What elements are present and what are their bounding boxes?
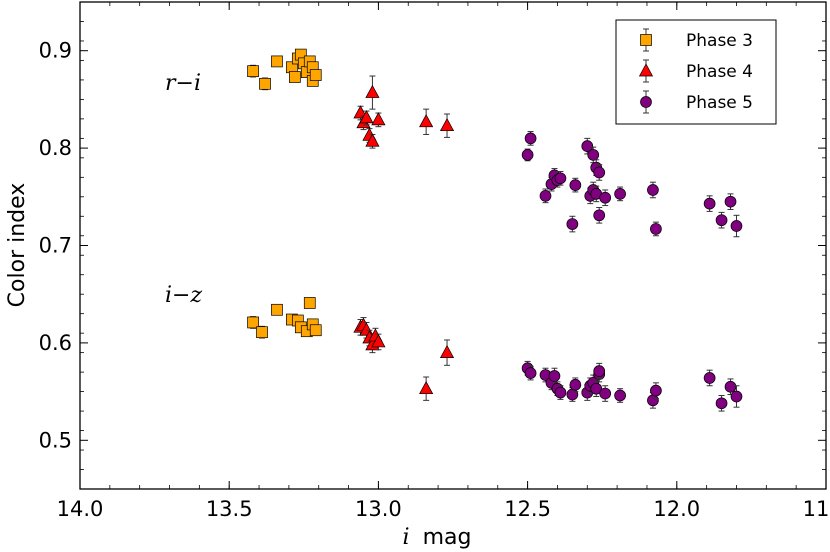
data-point-phase-4 xyxy=(365,84,380,98)
data-point-phase-3 xyxy=(309,69,322,81)
legend-entry-phase-5: Phase 5 xyxy=(640,90,753,114)
axis-tick-labels: 14.0 13.5 13.0 12.5 12.0 11.5 0.5 0.6 0.7 0.8 0.9 xyxy=(39,39,830,521)
data-point-phase-5 xyxy=(521,149,534,161)
legend-entry-phase-3: Phase 3 xyxy=(640,28,753,52)
data-point-phase-3 xyxy=(309,324,322,337)
data-point-phase-5 xyxy=(724,195,737,208)
data-point-phase-3 xyxy=(247,65,259,78)
data-point-phase-4 xyxy=(419,380,434,395)
series-phase-4 xyxy=(353,75,455,401)
legend: Phase 3 Phase 4 Phase 5 xyxy=(615,19,777,125)
data-point-phase-5 xyxy=(650,223,662,235)
data-point-phase-4 xyxy=(365,133,380,147)
data-point-phase-3 xyxy=(271,303,283,316)
data-point-phase-4 xyxy=(371,112,386,126)
data-point-phase-4 xyxy=(419,114,434,128)
annotation-r-minus-i: r−i xyxy=(165,71,201,96)
data-point-phase-5 xyxy=(590,382,603,395)
data-point-phase-5 xyxy=(703,372,716,384)
data-point-phase-5 xyxy=(593,209,606,222)
x-tick-label: 14.0 xyxy=(57,497,104,521)
data-point-phase-3 xyxy=(256,326,268,339)
x-tick-label: 12.0 xyxy=(653,497,700,521)
legend-marker-phase-4 xyxy=(638,63,654,77)
data-point-phase-5 xyxy=(524,367,537,379)
data-point-phase-5 xyxy=(587,149,600,161)
data-point-phase-3 xyxy=(288,71,301,83)
x-tick-label: 12.5 xyxy=(504,497,551,521)
data-point-phase-4 xyxy=(439,344,455,358)
data-point-phase-5 xyxy=(715,214,728,227)
x-tick-label: 13.0 xyxy=(355,497,402,521)
data-point-phase-4 xyxy=(371,334,386,348)
data-point-phase-5 xyxy=(647,184,659,196)
data-point-phase-5 xyxy=(566,388,579,401)
y-tick-label: 0.7 xyxy=(39,234,72,258)
y-tick-label: 0.6 xyxy=(39,331,72,355)
y-axis-title: Color index xyxy=(5,183,30,308)
legend-label-phase-3: Phase 3 xyxy=(686,31,753,51)
x-axis-title-italic: i xyxy=(403,525,410,550)
data-point-phase-4 xyxy=(359,110,374,124)
data-point-phase-5 xyxy=(703,197,716,210)
legend-marker-phase-3 xyxy=(640,34,652,46)
data-point-phase-5 xyxy=(524,132,537,145)
data-point-phase-5 xyxy=(614,389,626,402)
legend-label-phase-4: Phase 4 xyxy=(686,62,753,82)
data-point-phase-5 xyxy=(554,172,567,185)
legend-label-phase-5: Phase 5 xyxy=(686,93,753,113)
annotation-i-minus-z: i−z xyxy=(165,283,202,308)
data-point-phase-5 xyxy=(593,166,606,179)
data-point-phase-5 xyxy=(730,220,743,232)
x-axis-title: i mag xyxy=(403,525,472,550)
plot-area: 14.0 13.5 13.0 12.5 12.0 11.5 0.5 0.6 0.7 0.8 0.9 xyxy=(39,1,830,521)
data-point-phase-4 xyxy=(353,105,368,119)
data-point-phase-5 xyxy=(569,179,582,191)
data-point-phase-5 xyxy=(569,378,582,391)
series-phase-5 xyxy=(521,131,743,412)
data-point-phase-5 xyxy=(599,191,612,204)
y-tick-label: 0.8 xyxy=(39,136,72,160)
data-point-phase-5 xyxy=(554,386,567,399)
data-point-phase-5 xyxy=(650,384,662,397)
data-point-phase-3 xyxy=(303,297,316,309)
data-points xyxy=(247,48,743,412)
data-point-phase-5 xyxy=(715,397,728,410)
data-point-phase-5 xyxy=(548,370,561,382)
data-point-phase-5 xyxy=(724,380,737,393)
y-tick-label: 0.5 xyxy=(39,428,72,452)
series-phase-3 xyxy=(247,48,322,339)
annotations: r−i i−z xyxy=(165,71,202,308)
data-point-phase-4 xyxy=(439,117,455,132)
legend-entry-phase-4: Phase 4 xyxy=(638,59,753,83)
data-point-phase-3 xyxy=(259,77,271,90)
plot-frame xyxy=(79,1,827,490)
data-point-phase-5 xyxy=(539,189,552,202)
data-point-phase-5 xyxy=(614,188,626,200)
x-axis-title-unit: mag xyxy=(423,525,472,550)
x-tick-label: 13.5 xyxy=(206,497,253,521)
data-point-phase-3 xyxy=(271,55,283,68)
legend-marker-phase-5 xyxy=(640,96,652,108)
data-point-phase-5 xyxy=(593,365,606,377)
data-point-phase-5 xyxy=(647,394,659,407)
data-point-phase-3 xyxy=(247,316,259,329)
data-point-phase-5 xyxy=(566,218,579,230)
data-point-phase-5 xyxy=(581,140,594,153)
data-point-phase-5 xyxy=(599,387,612,400)
y-tick-label: 0.9 xyxy=(39,39,72,63)
data-point-phase-5 xyxy=(730,390,743,403)
x-tick-label: 11.5 xyxy=(803,497,830,521)
